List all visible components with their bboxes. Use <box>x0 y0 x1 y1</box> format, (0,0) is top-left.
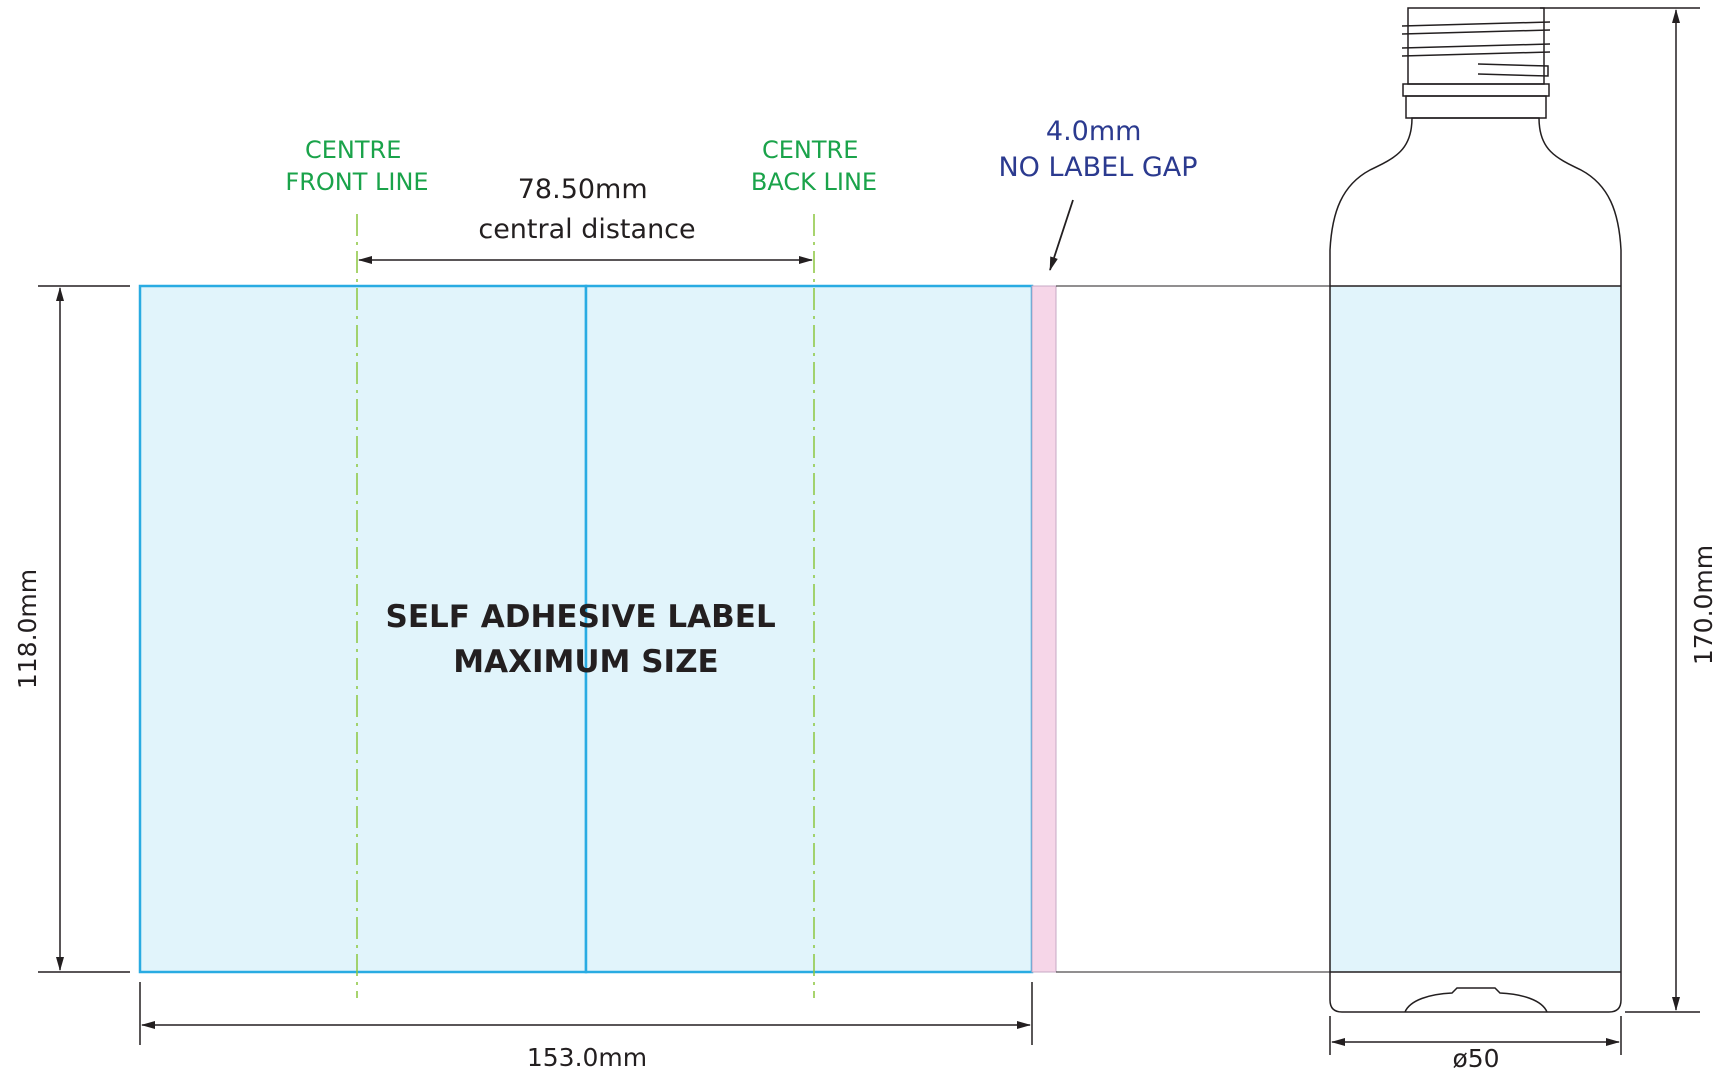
bottle-thread-4 <box>1401 51 1551 57</box>
centre-back-label-2: BACK LINE <box>751 168 877 196</box>
label-title-line-1: SELF ADHESIVE LABEL <box>386 599 776 635</box>
centre-front-label-2: FRONT LINE <box>285 168 428 196</box>
bottle-thread-3 <box>1401 43 1551 49</box>
bottle-label-area <box>1330 286 1621 972</box>
label-title-text: SELF ADHESIVE LABEL MAXIMUM SIZE <box>386 599 787 680</box>
bottle-finish <box>1407 7 1545 85</box>
label-panel-front <box>138 284 588 974</box>
bottle-body-outline <box>1329 117 1622 1013</box>
label-width-text: 153.0mm <box>527 1043 647 1070</box>
label-height-text: 118.0mm <box>13 569 42 689</box>
no-label-gap-value: 4.0mm <box>1046 116 1142 147</box>
central-distance-caption: central distance <box>478 214 695 245</box>
no-label-gap-pointer <box>1049 199 1074 271</box>
no-label-gap-caption: NO LABEL GAP <box>998 152 1197 183</box>
label-panel-back <box>584 284 1034 974</box>
bottle-neck-band <box>1405 95 1547 119</box>
centre-front-line-text: CENTRE FRONT LINE <box>285 136 428 196</box>
centre-back-label-1: CENTRE <box>762 136 858 164</box>
bottle-collar <box>1402 83 1550 97</box>
label-title-line-2: MAXIMUM SIZE <box>453 644 718 680</box>
bottle-thread-lug <box>1477 63 1549 77</box>
centre-front-label-1: CENTRE <box>305 136 401 164</box>
bottle-drawing <box>1329 7 1622 1013</box>
central-distance-text: 78.50mm central distance <box>478 174 695 245</box>
bottle-base-dome <box>1404 987 1548 1013</box>
bottle-thread-1 <box>1401 21 1551 27</box>
bottle-thread-2 <box>1401 29 1551 35</box>
bottle-diameter-text: ø50 <box>1452 1044 1499 1070</box>
bottle-height-text: 170.0mm <box>1689 545 1718 665</box>
central-distance-value: 78.50mm <box>518 174 648 205</box>
no-label-gap-text: 4.0mm NO LABEL GAP <box>998 116 1197 183</box>
centre-back-line-text: CENTRE BACK LINE <box>751 136 877 196</box>
no-label-gap-strip <box>1031 285 1057 973</box>
